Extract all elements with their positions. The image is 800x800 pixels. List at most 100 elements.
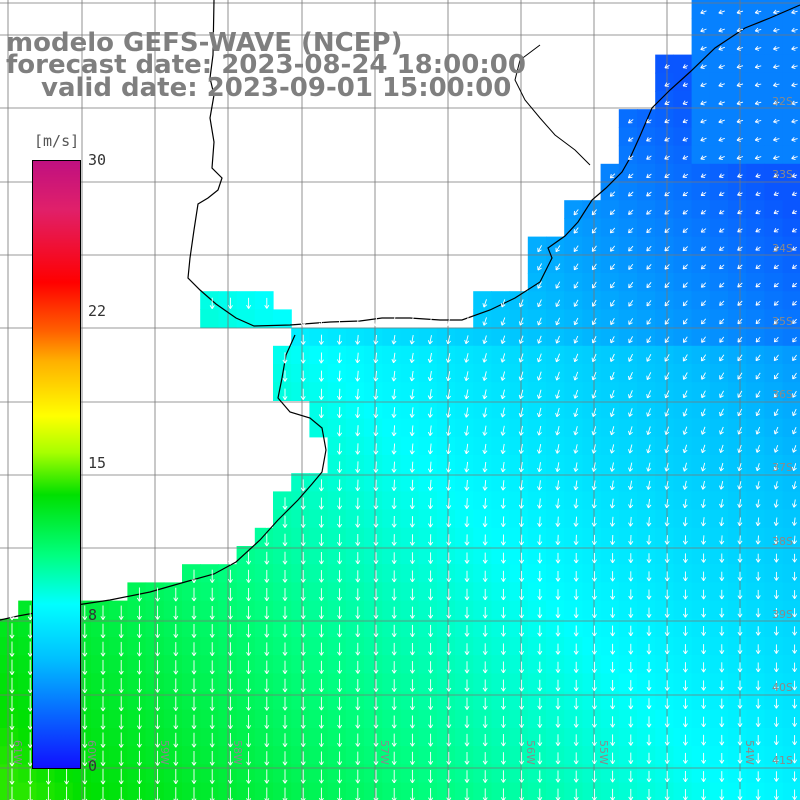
wind-arrow bbox=[318, 352, 324, 364]
wind-cell bbox=[109, 600, 128, 620]
wind-cell bbox=[509, 546, 529, 565]
wind-cell bbox=[509, 782, 529, 800]
wind-cell bbox=[600, 400, 620, 420]
wind-arrow bbox=[682, 228, 689, 233]
wind-arrow bbox=[555, 389, 560, 399]
wind-arrow bbox=[682, 771, 688, 783]
wind-cell bbox=[509, 455, 529, 474]
wind-arrow bbox=[682, 210, 689, 215]
wind-arrow bbox=[373, 443, 379, 455]
wind-arrow bbox=[300, 660, 306, 674]
wind-cell bbox=[309, 546, 329, 565]
wind-arrow bbox=[482, 679, 488, 692]
wind-cell bbox=[546, 709, 565, 729]
wind-arrow bbox=[792, 698, 798, 709]
coastline-lagoa-mirim bbox=[514, 44, 591, 166]
wind-arrow bbox=[409, 335, 415, 345]
wind-cell bbox=[327, 600, 347, 620]
wind-cell bbox=[436, 709, 456, 729]
wind-cell bbox=[746, 163, 765, 183]
wind-cell bbox=[455, 637, 474, 656]
wind-arrow bbox=[719, 553, 725, 563]
wind-arrow bbox=[701, 336, 706, 343]
wind-cell bbox=[345, 527, 365, 547]
wind-arrow bbox=[682, 662, 688, 673]
wind-cell bbox=[691, 200, 711, 219]
wind-cell bbox=[127, 637, 147, 656]
wind-arrow bbox=[646, 480, 652, 490]
wind-arrow bbox=[9, 605, 15, 621]
wind-arrow bbox=[427, 371, 433, 382]
wind-arrow bbox=[409, 370, 415, 382]
wind-cell bbox=[546, 400, 565, 420]
wind-cell bbox=[618, 273, 638, 292]
wind-arrow bbox=[573, 752, 579, 765]
wind-cell bbox=[109, 782, 128, 800]
wind-arrow bbox=[373, 515, 379, 528]
wind-cell bbox=[728, 764, 747, 784]
wind-arrow bbox=[191, 624, 197, 638]
wind-cell bbox=[345, 709, 365, 729]
wind-cell bbox=[709, 72, 729, 92]
wind-arrow bbox=[482, 480, 488, 491]
wind-cell bbox=[382, 345, 401, 365]
wind-cell bbox=[728, 655, 747, 674]
wind-arrow bbox=[191, 569, 197, 584]
wind-arrow bbox=[682, 372, 688, 380]
wind-cell bbox=[564, 728, 583, 747]
wind-cell bbox=[546, 582, 565, 602]
wind-cell bbox=[709, 309, 729, 329]
wind-arrow bbox=[719, 354, 725, 362]
wind-cell bbox=[345, 546, 365, 565]
wind-arrow bbox=[719, 499, 725, 508]
wind-arrow bbox=[191, 587, 197, 602]
wind-arrow bbox=[627, 119, 634, 124]
wind-cell bbox=[345, 746, 365, 765]
wind-cell bbox=[0, 655, 19, 674]
wind-cell bbox=[637, 728, 656, 747]
wind-cell bbox=[782, 200, 800, 219]
wind-arrow bbox=[537, 480, 543, 491]
wind-cell bbox=[709, 345, 729, 365]
wind-arrow bbox=[337, 443, 343, 455]
wind-arrow bbox=[318, 479, 324, 492]
wind-arrow bbox=[591, 643, 597, 655]
wind-cell bbox=[564, 600, 583, 620]
wind-arrow bbox=[773, 45, 780, 51]
wind-cell bbox=[655, 564, 674, 583]
wind-arrow bbox=[664, 336, 670, 344]
wind-arrow bbox=[337, 697, 343, 711]
wind-arrow bbox=[337, 660, 343, 674]
wind-cell bbox=[655, 254, 674, 274]
wind-cell bbox=[382, 673, 401, 693]
wind-cell bbox=[327, 491, 347, 511]
wind-arrow bbox=[737, 626, 743, 636]
wind-cell bbox=[200, 746, 219, 765]
wind-cell bbox=[327, 618, 347, 638]
wind-arrow bbox=[227, 733, 233, 748]
wind-cell bbox=[673, 455, 693, 474]
wind-arrow bbox=[427, 443, 433, 455]
wind-arrow bbox=[773, 445, 779, 453]
wind-arrow bbox=[318, 370, 324, 382]
wind-arrow bbox=[536, 353, 542, 363]
wind-cell bbox=[436, 455, 456, 474]
wind-arrow bbox=[155, 678, 161, 693]
wind-arrow bbox=[282, 733, 288, 748]
wind-arrow bbox=[373, 697, 379, 711]
wind-cell bbox=[91, 709, 110, 729]
wind-arrow bbox=[427, 407, 433, 418]
wind-arrow bbox=[792, 590, 798, 599]
wind-cell bbox=[728, 673, 747, 693]
wind-arrow bbox=[700, 517, 706, 527]
wind-cell bbox=[327, 546, 347, 565]
wind-cell bbox=[673, 473, 693, 492]
wind-cell bbox=[728, 327, 747, 347]
wind-arrow bbox=[773, 698, 779, 709]
wind-cell bbox=[254, 309, 274, 329]
wind-arrow bbox=[482, 697, 488, 710]
wind-arrow bbox=[755, 626, 761, 636]
wind-cell bbox=[309, 382, 329, 401]
wind-arrow bbox=[282, 370, 288, 382]
wind-cell bbox=[382, 455, 401, 474]
